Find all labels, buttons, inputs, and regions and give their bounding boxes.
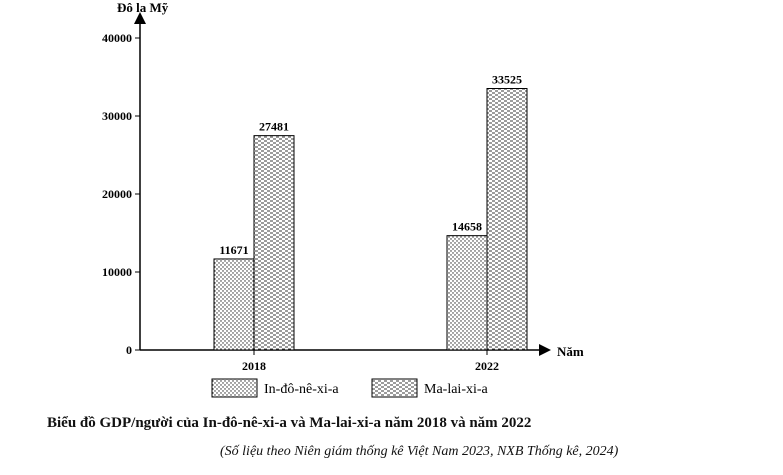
data-label-malaysia-2018: 27481 — [259, 120, 289, 134]
legend-label-indonesia: In-đô-nê-xi-a — [264, 382, 339, 397]
y-tick-label: 20000 — [102, 187, 132, 201]
legend: In-đô-nê-xi-a Ma-lai-xi-a — [211, 378, 489, 398]
x-tick-label-2022: 2022 — [475, 359, 499, 373]
chart-svg: Đô la Mỹ Năm 0 10000 20000 30000 40000 11671… — [102, 0, 584, 398]
y-tick-label: 30000 — [102, 109, 132, 123]
data-label-indonesia-2022: 14658 — [452, 220, 482, 234]
y-axis-title: Đô la Mỹ — [117, 0, 169, 15]
bar-malaysia-2022 — [486, 88, 528, 351]
bar-malaysia-2018 — [253, 135, 295, 351]
source-note: (Số liệu theo Niên giám thống kê Việt Na… — [220, 444, 619, 459]
y-tick-label: 40000 — [102, 31, 132, 45]
data-label-malaysia-2022: 33525 — [492, 73, 522, 87]
y-tick-label: 0 — [126, 343, 132, 357]
x-axis-title: Năm — [557, 344, 584, 359]
legend-swatch-indonesia — [211, 378, 258, 398]
bar-indonesia-2018 — [213, 258, 255, 351]
x-tick-label-2018: 2018 — [242, 359, 266, 373]
data-label-indonesia-2018: 11671 — [219, 243, 248, 257]
legend-label-malaysia: Ma-lai-xi-a — [424, 382, 489, 397]
chart-caption: Biểu đồ GDP/người của In-đô-nê-xi-a và M… — [47, 415, 532, 431]
legend-swatch-malaysia — [371, 378, 418, 398]
y-tick-label: 10000 — [102, 265, 132, 279]
bar-indonesia-2022 — [446, 235, 488, 351]
